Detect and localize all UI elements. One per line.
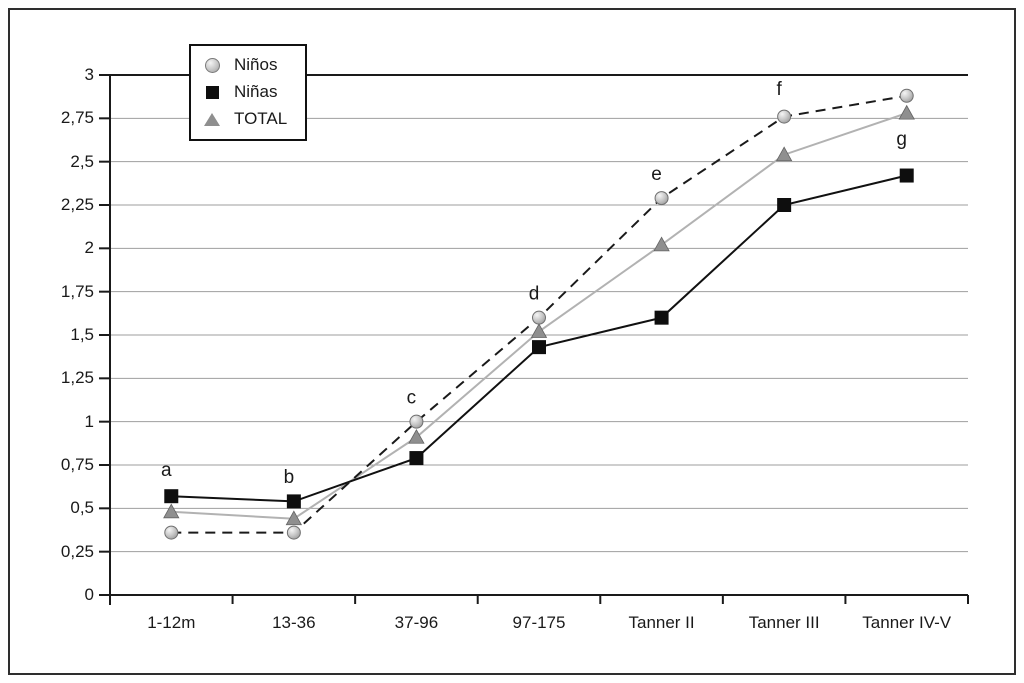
x-axis-label: Tanner IV-V	[862, 613, 952, 632]
x-axis-label: Tanner II	[628, 613, 695, 632]
annotation-letter: c	[407, 387, 417, 408]
x-axis-label: Tanner III	[748, 613, 820, 632]
data-point-circle	[164, 525, 179, 540]
legend-item-ninos: Niños	[203, 53, 287, 77]
circle-marker-icon	[203, 57, 221, 73]
data-point-triangle	[408, 428, 425, 444]
triangle-marker-icon	[203, 112, 221, 126]
data-point-circle	[532, 310, 546, 325]
data-point-circle	[409, 414, 424, 429]
y-axis-tick-label: 0,75	[60, 455, 94, 474]
data-point-circle	[286, 525, 301, 540]
legend-item-ninas: Niñas	[203, 80, 287, 104]
x-axis-label: 37-96	[394, 613, 439, 632]
data-point-triangle	[285, 510, 303, 526]
data-point-square	[899, 168, 914, 183]
data-point-square	[409, 451, 424, 466]
data-point-square	[164, 489, 179, 504]
x-axis-label: 13-36	[272, 613, 316, 632]
data-point-circle	[654, 191, 669, 206]
y-axis-tick-label: 2,5	[70, 151, 94, 171]
y-axis-tick-label: 0,25	[60, 541, 94, 561]
data-point-circle	[777, 109, 792, 124]
data-point-triangle	[163, 503, 180, 519]
data-point-square	[777, 198, 792, 212]
y-axis-tick-label: 2	[84, 238, 94, 258]
chart-legend: Niños Niñas TOTAL	[189, 44, 308, 141]
data-point-triangle	[653, 236, 670, 252]
y-axis-tick-label: 0,5	[70, 498, 94, 518]
x-axis-label: 1-12m	[147, 613, 196, 632]
x-axis-label: 97-175	[512, 613, 566, 632]
legend-label: TOTAL	[234, 109, 288, 128]
annotation-letter: e	[651, 164, 662, 185]
y-axis-tick-label: 1,25	[60, 368, 94, 388]
data-point-triangle	[530, 323, 548, 338]
data-point-circle	[899, 88, 914, 103]
legend-item-total: TOTAL	[203, 107, 287, 131]
y-axis-tick-label: 1	[84, 411, 94, 431]
annotation-letter: f	[777, 79, 783, 100]
figure-border	[8, 8, 1016, 675]
y-axis-tick-label: 1,5	[70, 325, 94, 344]
data-point-square	[654, 310, 669, 325]
series-line-niñas	[171, 174, 907, 503]
square-marker-icon	[203, 85, 221, 99]
annotation-letter: a	[161, 460, 172, 481]
data-point-square	[286, 494, 301, 509]
y-axis-tick-label: 2,75	[60, 108, 94, 128]
annotation-letter: b	[284, 467, 295, 488]
data-point-square	[532, 340, 546, 355]
data-point-triangle	[775, 146, 793, 162]
legend-label: Niños	[234, 55, 278, 74]
y-axis-tick-label: 3	[84, 65, 94, 84]
legend-label: Niñas	[234, 82, 278, 101]
annotation-letter: d	[529, 283, 540, 304]
y-axis-tick-label: 1,75	[60, 281, 94, 301]
y-axis-tick-label: 0	[84, 585, 94, 604]
annotation-letter: g	[896, 129, 907, 150]
y-axis-tick-label: 2,25	[60, 195, 94, 214]
data-point-triangle	[898, 104, 915, 120]
